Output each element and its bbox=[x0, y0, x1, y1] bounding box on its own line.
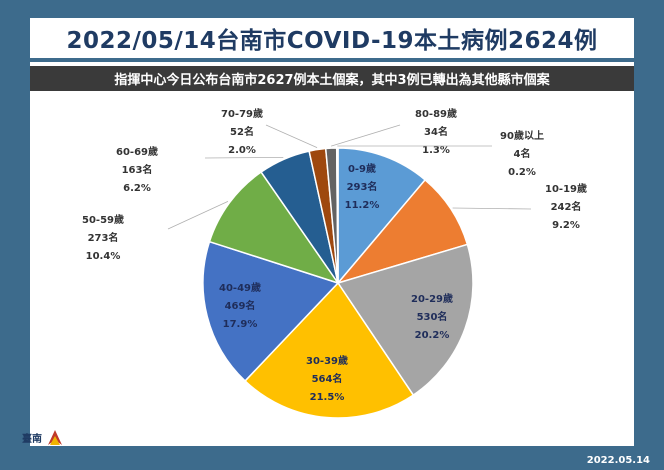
slice-label-count: 4名 bbox=[514, 147, 531, 160]
leader-line bbox=[330, 124, 401, 147]
slice-label-percent: 10.4% bbox=[86, 251, 121, 262]
slice-label-percent: 0.2% bbox=[508, 167, 536, 178]
pie-slice-10-19歲 bbox=[335, 178, 469, 285]
slice-label-category: 10-19歲 bbox=[545, 182, 587, 195]
slice-label-count: 564名 bbox=[312, 372, 343, 385]
slice-label-percent: 1.3% bbox=[422, 145, 450, 156]
slice-label-percent: 21.5% bbox=[310, 392, 345, 403]
leader-line bbox=[265, 124, 318, 148]
pie-slice-40-49歲 bbox=[202, 240, 340, 383]
slice-label-count: 273名 bbox=[88, 231, 119, 244]
leader-line bbox=[204, 156, 284, 159]
slice-label-category: 50-59歲 bbox=[82, 213, 124, 226]
slice-label-count: 34名 bbox=[424, 125, 448, 138]
pie-slice-30-39歲 bbox=[244, 281, 415, 419]
slice-label-count: 469名 bbox=[225, 299, 256, 312]
slice-label-count: 293名 bbox=[347, 180, 378, 193]
slice-label-percent: 17.9% bbox=[223, 319, 258, 330]
pie-slice-50-59歲 bbox=[208, 170, 340, 285]
slice-label-category: 90歲以上 bbox=[500, 129, 544, 142]
slice-label-count: 163名 bbox=[122, 163, 153, 176]
logo-text: 臺南 bbox=[22, 432, 42, 445]
leader-line bbox=[167, 201, 229, 230]
slice-label-percent: 2.0% bbox=[228, 145, 256, 156]
slice-label-count: 530名 bbox=[417, 310, 448, 323]
slice-label-category: 70-79歲 bbox=[221, 107, 263, 120]
slice-label-category: 80-89歲 bbox=[415, 107, 457, 120]
slice-label-percent: 11.2% bbox=[345, 200, 380, 211]
tainan-city-logo-icon: 臺南 bbox=[22, 430, 62, 445]
page-title: 2022/05/14台南市COVID-19本土病例2624例 bbox=[66, 28, 598, 54]
slice-label-percent: 9.2% bbox=[552, 220, 580, 231]
subtitle-bar: 指揮中心今日公布台南市2627例本土個案，其中3例已轉出為其他縣市個案 bbox=[30, 66, 634, 91]
pie-slice-0-9歲 bbox=[337, 147, 427, 286]
slice-label-category: 20-29歲 bbox=[411, 292, 453, 305]
pie-slice-90歲以上 bbox=[335, 147, 339, 284]
pie-slice-20-29歲 bbox=[336, 243, 474, 397]
slice-label-percent: 20.2% bbox=[415, 330, 450, 341]
slice-label-category: 0-9歲 bbox=[348, 162, 376, 175]
slice-label-count: 52名 bbox=[230, 125, 254, 138]
date-label: 2022.05.14 bbox=[586, 455, 650, 466]
slice-label-count: 242名 bbox=[551, 200, 582, 213]
leader-line bbox=[452, 207, 532, 210]
slice-label-percent: 6.2% bbox=[123, 183, 151, 194]
slice-label-category: 40-49歲 bbox=[219, 281, 261, 294]
title-bar: 2022/05/14台南市COVID-19本土病例2624例 bbox=[30, 18, 634, 58]
slice-label-category: 60-69歲 bbox=[116, 145, 158, 158]
slice-label-category: 30-39歲 bbox=[306, 354, 348, 367]
page-subtitle: 指揮中心今日公布台南市2627例本土個案，其中3例已轉出為其他縣市個案 bbox=[114, 73, 550, 88]
